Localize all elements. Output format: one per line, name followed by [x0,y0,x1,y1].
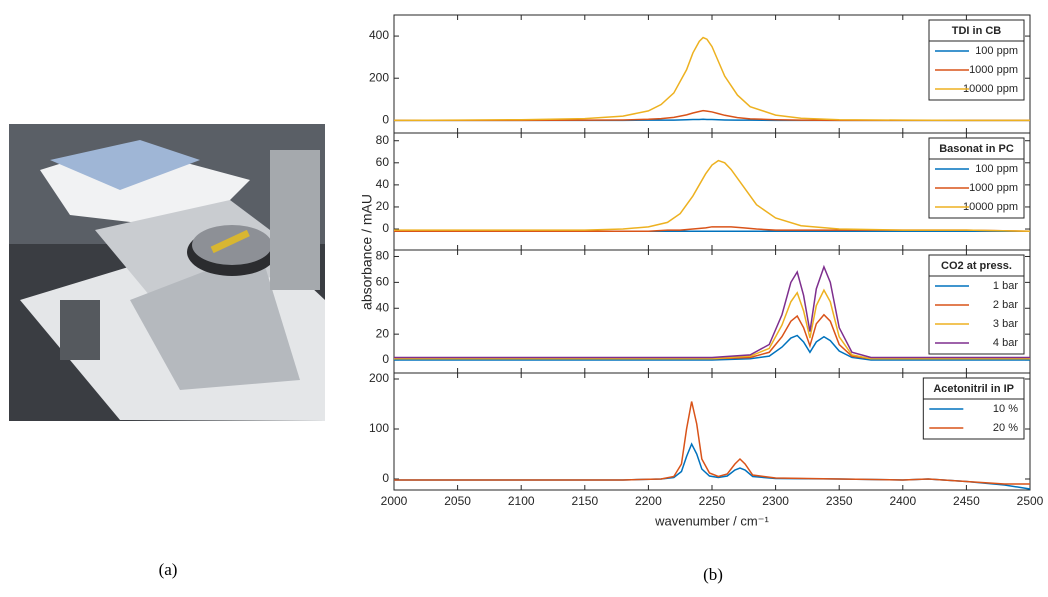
legend-title: CO2 at press. [941,260,1012,272]
y-tick-label: 0 [382,352,389,366]
legend-label: 10 % [993,403,1018,415]
plot-area [393,14,1031,134]
legend-label: 100 ppm [975,163,1018,175]
legend-box [928,137,1025,219]
series-line [393,36,1030,122]
series-line [394,288,1030,360]
x-tick-label: 2300 [762,494,789,508]
legend-label: 100 ppm [975,45,1018,57]
x-tick-label: 2150 [571,494,598,508]
x-tick-label: 2050 [444,494,471,508]
legend: Basonat in PC 100 ppm 1000 ppm 10000 ppm [928,137,1025,219]
x-tick-label: 2400 [889,494,916,508]
y-tick-label: 40 [376,177,390,191]
x-tick-label: 2450 [953,494,980,508]
series-line [394,264,1030,359]
legend-box [928,19,1025,101]
y-tick-label: 40 [376,300,390,314]
legend-label: 10000 ppm [963,83,1018,95]
legend-title: TDI in CB [952,25,1002,37]
legend-label: 4 bar [993,337,1018,349]
legend: Acetonitril in IP 10 % 20 % [922,377,1025,440]
x-tick-label: 2200 [635,494,662,508]
y-tick-label: 80 [376,249,390,263]
x-tick-label: 2100 [508,494,535,508]
series-line [394,226,1031,232]
plot-area [393,249,1031,374]
legend-label: 20 % [993,422,1018,434]
x-tick-label: 2250 [699,494,726,508]
y-tick-label: 200 [369,371,389,385]
y-tick-label: 0 [382,221,389,235]
legend-label: 3 bar [993,318,1018,330]
y-axis-label: absorbance / mAU [359,194,375,310]
series-line [394,109,1030,122]
legend-label: 1000 ppm [969,64,1018,76]
legend-label: 1000 ppm [969,182,1018,194]
x-tick-label: 2000 [381,494,408,508]
y-tick-label: 20 [376,199,390,213]
series-line [394,401,1030,485]
legend-title: Basonat in PC [939,143,1014,155]
x-tick-label: 2500 [1017,494,1044,508]
x-axis-label: wavenumber / cm⁻¹ [654,513,769,528]
y-tick-label: 100 [369,421,389,435]
y-tick-label: 400 [369,28,389,42]
legend-label: 1 bar [993,280,1018,292]
series-line [394,159,1031,232]
y-tick-label: 0 [382,471,389,485]
legend: CO2 at press. 1 bar 2 bar 3 bar 4 bar [928,254,1025,355]
y-tick-label: 80 [376,133,390,147]
panel-label: (a) [159,560,178,579]
legend-label: 2 bar [993,299,1018,311]
legend-title: Acetonitril in IP [933,383,1014,395]
x-tick-label: 2350 [826,494,853,508]
y-tick-label: 60 [376,155,390,169]
series-line [394,334,1030,361]
legend: TDI in CB 100 ppm 1000 ppm 10000 ppm [928,19,1025,101]
y-tick-label: 200 [369,70,389,84]
legend-label: 10000 ppm [963,201,1018,213]
panel-label: (b) [703,565,723,584]
y-tick-label: 0 [382,113,389,127]
photo [9,124,325,421]
y-tick-label: 60 [376,275,390,289]
y-tick-label: 20 [376,326,390,340]
